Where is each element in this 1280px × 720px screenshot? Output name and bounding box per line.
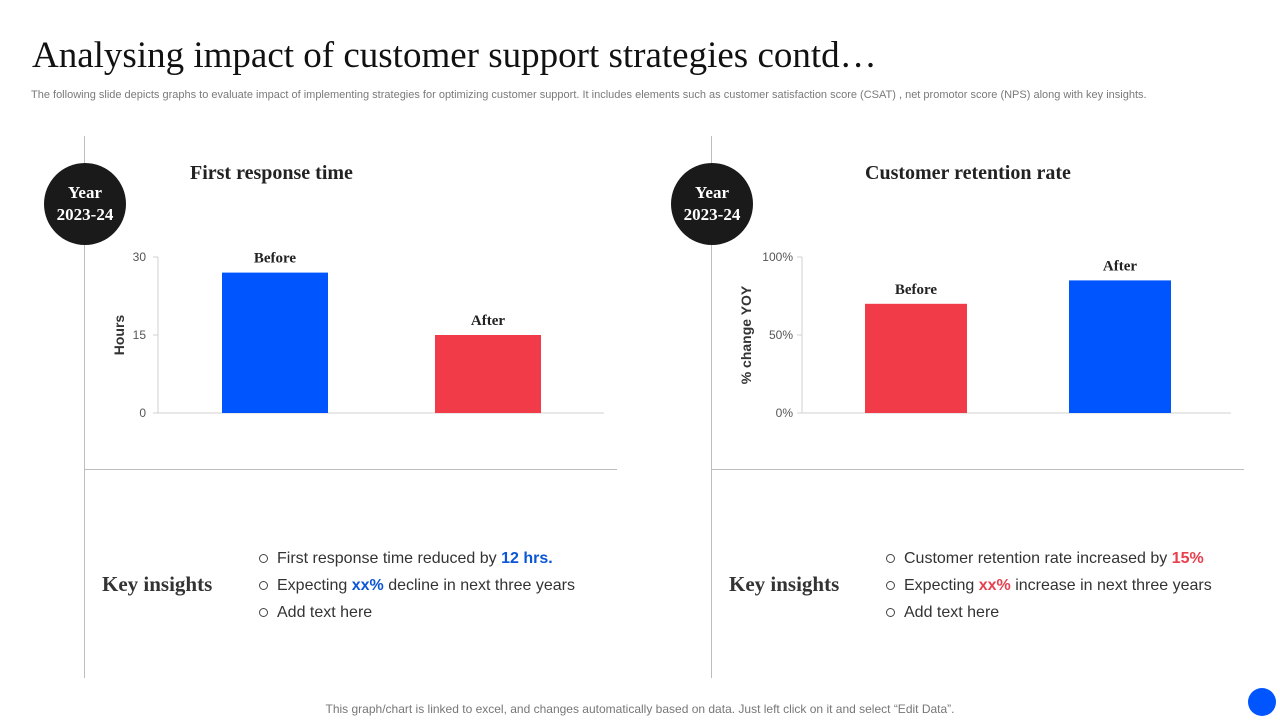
right-panel-divider <box>711 136 712 678</box>
insight-item: First response time reduced by 12 hrs. <box>258 545 575 572</box>
insight-item: Expecting xx% decline in next three year… <box>258 572 575 599</box>
footer-note: This graph/chart is linked to excel, and… <box>325 702 955 716</box>
year-badge-left: Year 2023-24 <box>44 163 126 245</box>
insight-item: Add text here <box>885 599 1212 626</box>
chart-title-customer-retention: Customer retention rate <box>865 162 1071 184</box>
y-tick-label: 100% <box>762 250 793 264</box>
slide-subtitle: The following slide depicts graphs to ev… <box>31 89 1147 101</box>
y-axis-label: Hours <box>111 315 127 356</box>
badge-year-label: Year <box>695 183 729 202</box>
y-tick-label: 0% <box>776 406 794 420</box>
y-tick-label: 50% <box>769 328 793 342</box>
left-panel-divider <box>84 136 85 678</box>
y-tick-label: 30 <box>133 250 147 264</box>
key-insights-label-right: Key insights <box>729 572 840 596</box>
bar-label-after: After <box>1103 258 1137 274</box>
bar-label-before: Before <box>895 282 938 298</box>
bar-after[interactable] <box>1069 280 1171 413</box>
left-panel-separator <box>84 469 617 470</box>
insight-item: Customer retention rate increased by 15% <box>885 545 1212 572</box>
y-tick-label: 0 <box>139 406 146 420</box>
bar-after[interactable] <box>435 335 541 413</box>
key-insights-list-left: First response time reduced by 12 hrs. E… <box>258 545 575 626</box>
bar-label-before: Before <box>254 251 297 267</box>
y-tick-label: 15 <box>133 328 147 342</box>
right-panel-separator <box>711 469 1244 470</box>
insight-item: Expecting xx% increase in next three yea… <box>885 572 1212 599</box>
bar-before[interactable] <box>865 303 967 413</box>
corner-dot-icon <box>1248 688 1276 716</box>
y-axis-label: % change YOY <box>738 285 754 384</box>
badge-year-value: 2023-24 <box>56 205 114 224</box>
year-badge-right: Year 2023-24 <box>671 163 753 245</box>
key-insights-list-right: Customer retention rate increased by 15%… <box>885 545 1212 626</box>
bar-label-after: After <box>471 313 505 329</box>
slide-title: Analysing impact of customer support str… <box>32 35 877 76</box>
chart-title-first-response: First response time <box>190 162 353 184</box>
badge-year-value: 2023-24 <box>683 205 741 224</box>
key-insights-label-left: Key insights <box>102 572 213 596</box>
bar-before[interactable] <box>222 272 328 413</box>
insight-item: Add text here <box>258 599 575 626</box>
badge-year-label: Year <box>68 183 102 202</box>
